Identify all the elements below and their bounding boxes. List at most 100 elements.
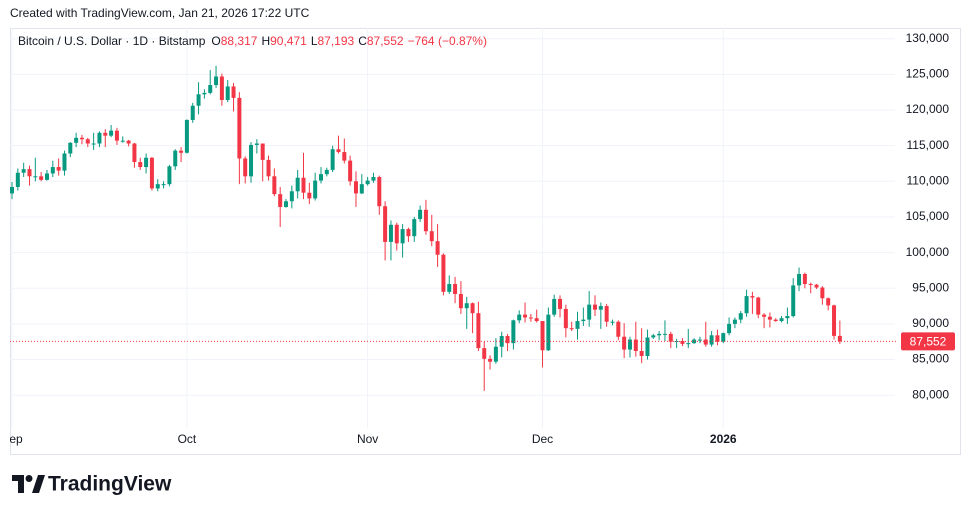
candle-body: [202, 92, 207, 95]
candle-body: [482, 348, 487, 359]
candle-body: [546, 314, 551, 351]
candle-body: [534, 318, 539, 322]
candle-body: [330, 149, 335, 170]
candle-body: [114, 130, 119, 141]
candle-body: [441, 254, 446, 292]
candle-body: [418, 209, 423, 220]
candle-body: [744, 296, 749, 314]
candle-body: [144, 157, 149, 168]
candle-body: [272, 176, 277, 195]
candle-body: [470, 303, 475, 314]
candle-body: [254, 143, 259, 145]
candle-body: [785, 316, 790, 319]
candle-body: [750, 296, 755, 298]
candle-body: [109, 130, 114, 136]
legend-key: C: [358, 34, 367, 48]
candle-body: [120, 140, 125, 142]
candle-body: [435, 241, 440, 255]
candle-body: [767, 316, 772, 320]
candle-body: [732, 319, 737, 324]
candle-body: [27, 169, 32, 177]
candle-body: [266, 159, 271, 177]
candle-body: [779, 318, 784, 322]
candle-body: [219, 76, 224, 101]
candle-body: [645, 337, 650, 356]
candle-body: [15, 172, 20, 188]
candle-body: [342, 152, 347, 161]
candle-body: [237, 97, 242, 159]
candle-body: [464, 303, 469, 309]
candle-body: [587, 304, 592, 320]
candle-body: [307, 192, 312, 199]
candle-body: [458, 293, 463, 309]
candle-body: [289, 191, 294, 202]
candle-body: [359, 184, 364, 194]
candle-body: [773, 319, 778, 322]
candle-body: [243, 158, 248, 177]
axes: Sep Oct Nov Dec 2026: [10, 432, 737, 446]
candle-body: [336, 149, 341, 153]
candle-body: [231, 86, 236, 98]
candle-body: [662, 333, 667, 335]
candle-body: [97, 132, 102, 144]
symbol: Bitcoin / U.S. Dollar · 1D · Bitstamp: [18, 34, 206, 48]
y-tick-label: 130,000: [906, 31, 950, 45]
y-tick-label: 120,000: [906, 102, 950, 116]
candle-body: [814, 284, 819, 288]
candle-body: [680, 341, 685, 344]
candle-body: [85, 139, 90, 144]
candle-body: [563, 308, 568, 329]
pane-frame: [10, 28, 961, 455]
y-tick-label: 115,000: [907, 138, 950, 152]
candle-body: [190, 105, 195, 120]
candle-body: [517, 314, 522, 321]
candle-body: [604, 306, 609, 322]
x-tick-label: Dec: [532, 432, 553, 446]
y-tick-label: 85,000: [912, 352, 949, 366]
legend-key: O: [211, 34, 220, 48]
candle-body: [540, 321, 545, 351]
candle-body: [132, 143, 137, 163]
candle-body: [21, 169, 26, 173]
candle-body: [488, 358, 493, 362]
candle-body: [50, 167, 55, 174]
candle-body: [715, 335, 720, 342]
candle-body: [832, 305, 837, 336]
candle-body: [225, 86, 230, 101]
candle-body: [208, 85, 213, 93]
x-tick-label: Nov: [357, 432, 378, 446]
candle-body: [10, 187, 14, 194]
watermark: Created with TradingView.com, Jan 21, 20…: [10, 6, 310, 20]
candle-body: [301, 177, 306, 193]
candle-body: [651, 335, 656, 338]
candle-body: [79, 137, 84, 140]
candle-body: [558, 298, 563, 309]
candle-body: [126, 140, 131, 144]
candle-body: [353, 181, 358, 194]
candle-body: [627, 339, 632, 350]
candle-body: [167, 166, 172, 185]
brand: TradingView: [48, 473, 172, 496]
candle-body: [505, 336, 510, 344]
candle-body: [371, 177, 376, 181]
candle-body: [703, 339, 708, 345]
candle-body: [791, 285, 796, 317]
candle-body: [39, 176, 44, 180]
candle-body: [721, 333, 726, 342]
candle-body: [184, 119, 189, 153]
candle-body: [313, 180, 318, 199]
candle-body: [476, 313, 481, 349]
candle-body: [179, 150, 184, 153]
candle-body: [616, 321, 621, 337]
candle-body: [91, 143, 96, 145]
legend-change: −764 (−0.87%): [408, 34, 487, 48]
candle-body: [214, 76, 219, 86]
candle-body: [196, 94, 201, 106]
candle-body: [581, 319, 586, 322]
y-tick-label: 80,000: [912, 387, 949, 401]
candle-body: [598, 306, 603, 310]
y-tick-label: 110,000: [907, 173, 950, 187]
candle-body: [278, 194, 283, 207]
candle-body: [569, 328, 574, 330]
